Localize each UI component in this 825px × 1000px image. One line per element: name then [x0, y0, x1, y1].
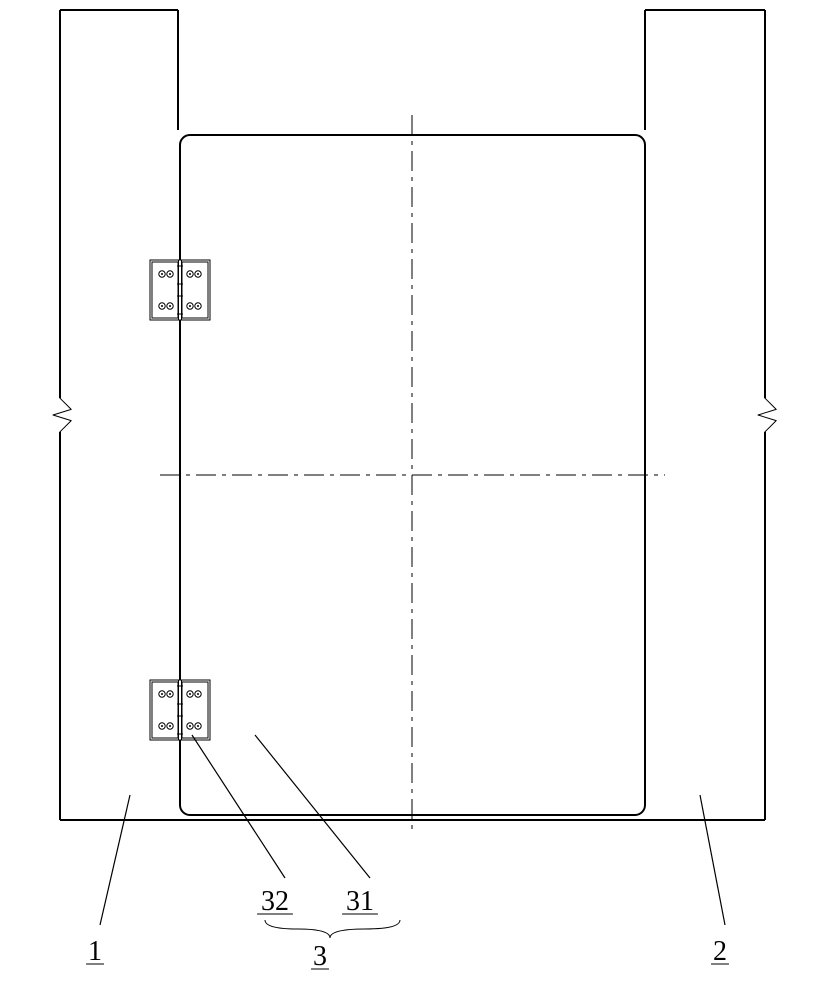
svg-text:32: 32	[261, 886, 289, 917]
svg-text:3: 3	[313, 941, 327, 972]
svg-text:31: 31	[346, 886, 374, 917]
svg-text:2: 2	[713, 936, 727, 967]
svg-text:1: 1	[88, 936, 102, 967]
